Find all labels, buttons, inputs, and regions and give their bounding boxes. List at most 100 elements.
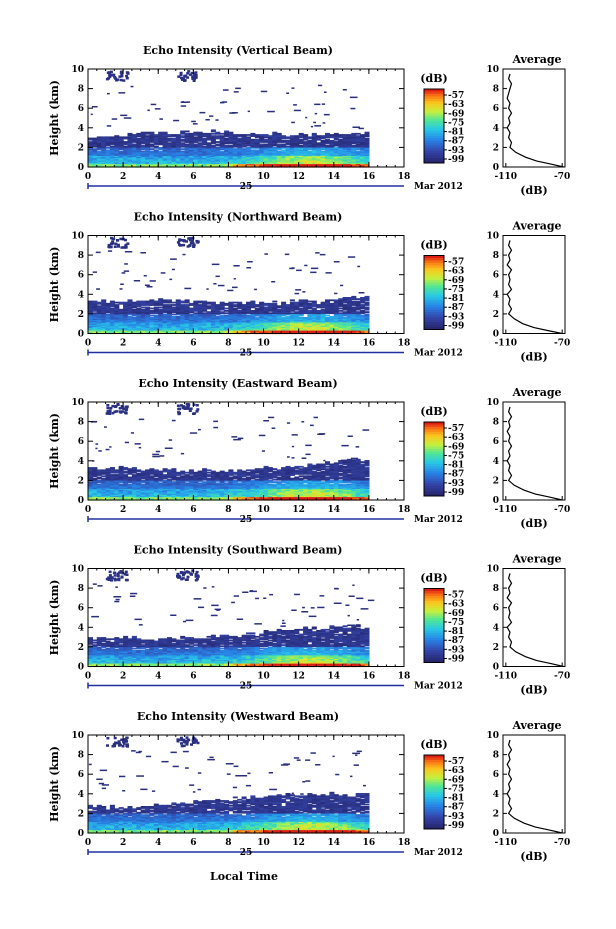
x-tick-label: 6 xyxy=(190,172,196,182)
panel-4: Echo Intensity (Southward Beam) 0 2 4 6 8 10 12… xyxy=(48,544,570,697)
colorbar-swatch xyxy=(424,603,444,607)
average-x-tick-label: -110 xyxy=(495,505,518,515)
echo-field xyxy=(88,736,370,834)
colorbar-tick-label: -93 xyxy=(448,146,464,156)
colorbar-swatch xyxy=(424,108,444,112)
colorbar-tick-label: -63 xyxy=(448,766,464,776)
average-y-tick-label: 6 xyxy=(493,604,499,614)
colorbar-swatch xyxy=(424,632,444,636)
x-tick-label: 16 xyxy=(363,172,376,182)
x-tick-label: 4 xyxy=(155,838,161,848)
average-x-tick-label: -70 xyxy=(554,505,570,515)
x-tick-label: 8 xyxy=(225,172,231,182)
colorbar-tick-label: -75 xyxy=(448,618,464,628)
colorbar-swatch xyxy=(424,128,444,132)
colorbar-swatch xyxy=(424,93,444,97)
colorbar-tick-label: -99 xyxy=(448,488,464,498)
x-tick-label: 10 xyxy=(257,172,270,182)
colorbar-swatch xyxy=(424,130,444,134)
colorbar-swatch xyxy=(424,158,444,161)
colorbar-swatch xyxy=(424,449,444,452)
date-month-label: Mar 2012 xyxy=(414,515,463,525)
panel-title: Echo Intensity (Vertical Beam) xyxy=(143,44,333,57)
colorbar-swatch xyxy=(424,655,444,658)
colorbar-swatch xyxy=(424,762,444,766)
x-tick-label: 10 xyxy=(257,838,270,848)
y-tick-label: 2 xyxy=(78,143,84,153)
colorbar-swatch xyxy=(424,620,444,624)
average-y-tick-label: 10 xyxy=(486,565,499,575)
average-y-tick-label: 2 xyxy=(493,809,499,819)
colorbar-swatch xyxy=(424,439,444,443)
y-tick-label: 4 xyxy=(78,623,84,633)
x-tick-label: 18 xyxy=(398,838,411,848)
colorbar-unit-label: (dB) xyxy=(420,572,447,585)
average-y-tick-label: 2 xyxy=(493,476,499,486)
echo-field xyxy=(88,403,370,501)
colorbar-swatch xyxy=(424,598,444,602)
colorbar-tick-label: -75 xyxy=(448,285,464,295)
average-title: Average xyxy=(511,220,561,233)
colorbar-swatch xyxy=(424,615,444,619)
colorbar-swatch xyxy=(424,322,444,325)
average-y-tick-label: 4 xyxy=(493,290,499,300)
colorbar-swatch xyxy=(424,473,444,477)
average-title: Average xyxy=(511,386,561,399)
colorbar-swatch xyxy=(424,794,444,798)
colorbar-unit-label: (dB) xyxy=(420,239,447,252)
colorbar-tick-label: -87 xyxy=(448,636,464,646)
y-tick-label: 2 xyxy=(78,310,84,320)
colorbar-tick-label: -69 xyxy=(448,609,464,619)
x-tick-label: 0 xyxy=(85,672,91,682)
colorbar-swatch xyxy=(424,772,444,776)
x-tick-label: 8 xyxy=(225,339,231,349)
colorbar-swatch xyxy=(424,446,444,450)
average-profile-line xyxy=(506,573,564,668)
average-x-tick-label: -70 xyxy=(554,339,570,349)
colorbar-swatch xyxy=(424,806,444,810)
colorbar-swatch xyxy=(424,297,444,301)
colorbar-swatch xyxy=(424,796,444,800)
colorbar-tick-label: -57 xyxy=(448,591,464,601)
colorbar-swatch xyxy=(424,816,444,820)
x-tick-label: 8 xyxy=(225,672,231,682)
colorbar-swatch xyxy=(424,319,444,323)
colorbar-frame xyxy=(423,588,445,663)
x-tick-label: 12 xyxy=(292,339,305,349)
x-tick-label: 0 xyxy=(85,505,91,515)
colorbar-tick-label: -87 xyxy=(448,137,464,147)
colorbar-tick-label: -81 xyxy=(448,627,464,637)
average-profile-line xyxy=(506,406,563,501)
x-tick-label: 0 xyxy=(85,339,91,349)
colorbar-tick-label: -99 xyxy=(448,655,464,665)
average-y-tick-label: 2 xyxy=(493,310,499,320)
colorbar-swatch xyxy=(424,118,444,122)
colorbar-tick-label: -63 xyxy=(448,100,464,110)
colorbar-tick-label: -81 xyxy=(448,794,464,804)
average-y-tick-label: 2 xyxy=(493,143,499,153)
colorbar-swatch xyxy=(424,422,444,425)
colorbar-swatch xyxy=(424,613,444,617)
colorbar-swatch xyxy=(424,272,444,276)
average-frame xyxy=(502,235,566,334)
colorbar-swatch xyxy=(424,148,444,152)
average-title: Average xyxy=(511,719,561,732)
x-tick-label: 10 xyxy=(257,339,270,349)
colorbar-swatch xyxy=(424,424,444,428)
colorbar-swatch xyxy=(424,593,444,597)
average-x-label: (dB) xyxy=(520,184,547,197)
y-tick-label: 6 xyxy=(78,770,84,780)
colorbar-swatch xyxy=(424,759,444,763)
local-time-label: Local Time xyxy=(210,870,278,883)
average-title: Average xyxy=(511,53,561,66)
x-tick-label: 6 xyxy=(190,339,196,349)
average-x-tick-label: -110 xyxy=(495,838,518,848)
colorbar-swatch xyxy=(424,314,444,318)
x-tick-label: 18 xyxy=(398,339,411,349)
x-tick-label: 2 xyxy=(120,672,126,682)
colorbar-tick-label: -81 xyxy=(448,128,464,138)
colorbar-swatch xyxy=(424,779,444,783)
colorbar-swatch xyxy=(424,150,444,154)
y-tick-label: 10 xyxy=(71,398,84,408)
date-day-label: 25 xyxy=(240,848,253,858)
